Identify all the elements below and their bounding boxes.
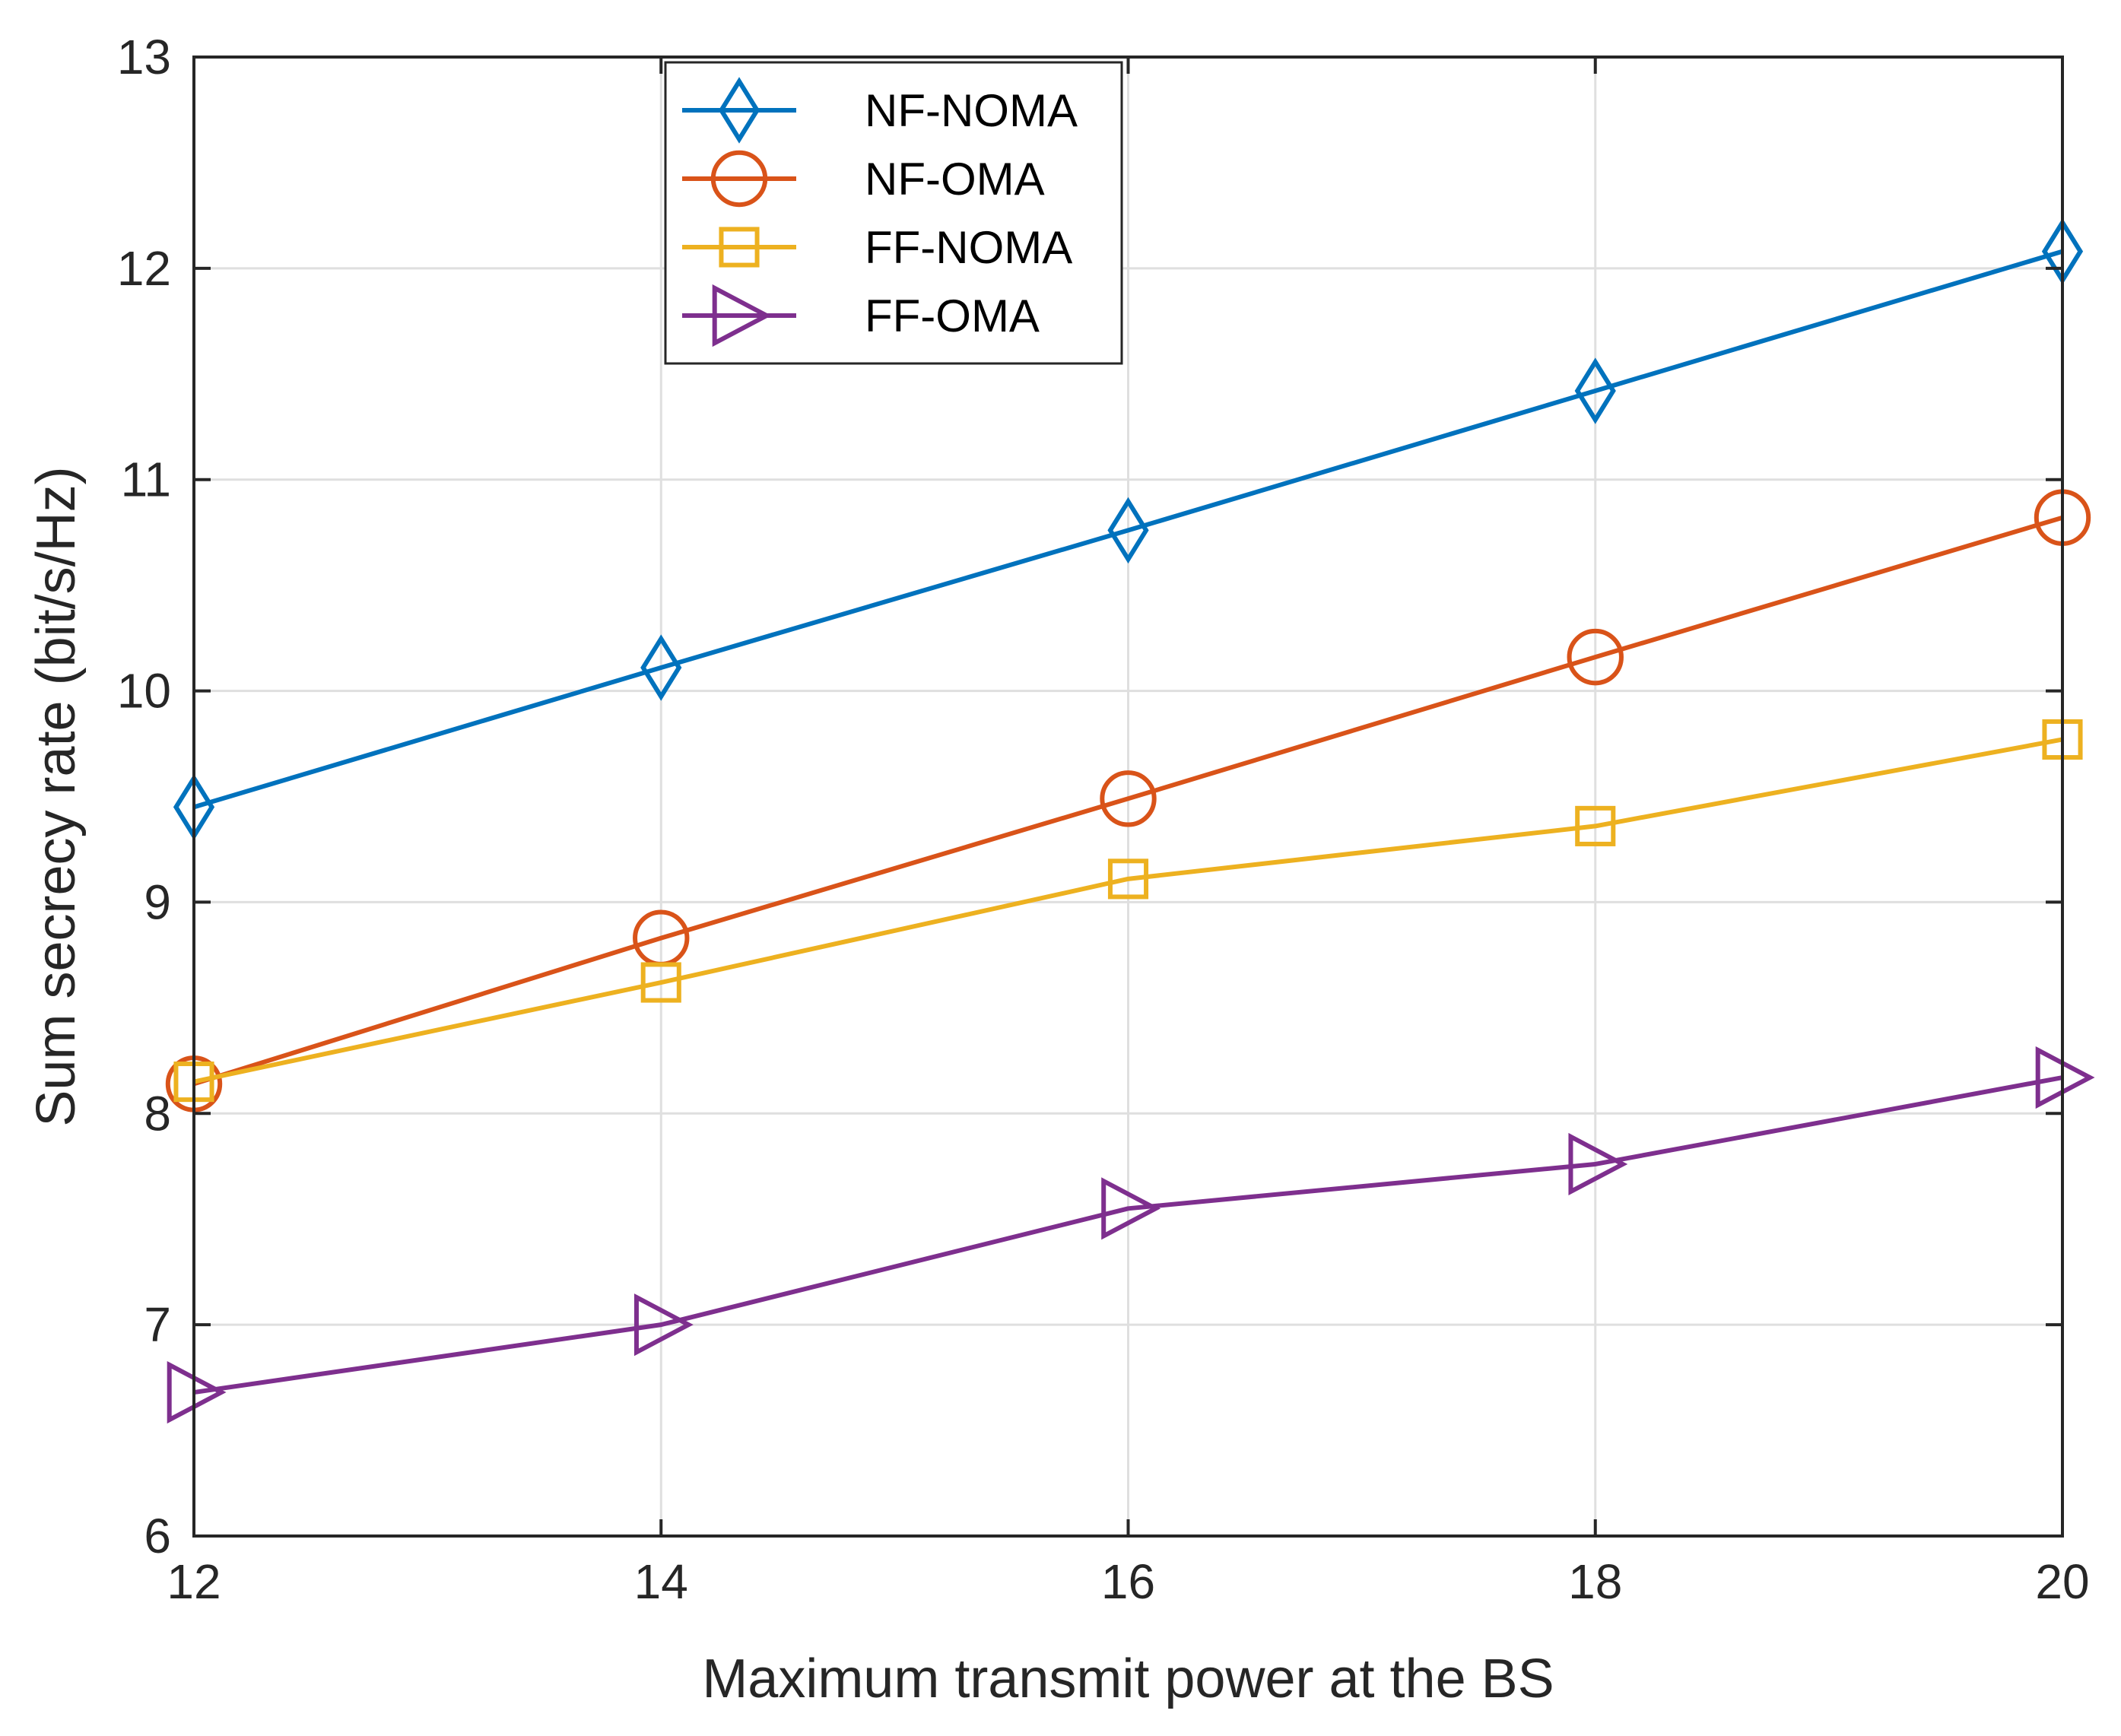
legend-item: FF-NOMA — [682, 222, 1072, 273]
series-line — [193, 515, 2063, 1087]
x-tick-label: 14 — [634, 1554, 688, 1609]
legend-label: NF-NOMA — [865, 85, 1078, 136]
x-tick-label: 12 — [167, 1554, 221, 1609]
x-tick-label: 20 — [2035, 1554, 2089, 1609]
legend-marker — [719, 227, 760, 268]
legend-marker — [712, 284, 772, 348]
legend-item: NF-NOMA — [682, 77, 1078, 144]
series-line — [193, 737, 2063, 1084]
axis-ticks: 12 14 16 18 20 6 7 8 9 10 11 12 13 — [117, 30, 2090, 1609]
data-point-diamond — [640, 634, 682, 701]
x-axis-label: Maximum transmit power at the BS — [702, 1649, 1554, 1709]
y-axis-label: Sum secrecy rate (bit/s/Hz) — [26, 466, 87, 1126]
series-line — [193, 1075, 2063, 1395]
data-point-triangle-right — [1568, 1132, 1628, 1196]
legend-marker — [718, 77, 760, 144]
legend-label: FF-OMA — [865, 290, 1040, 341]
data-point-circle — [1567, 628, 1624, 686]
y-tick-label: 6 — [144, 1509, 171, 1563]
legend: NF-NOMA NF-OMA FF-NOMA FF-OMA — [664, 61, 1123, 365]
data-point-diamond — [1574, 357, 1616, 424]
data-point-diamond — [1107, 497, 1149, 564]
y-tick-label: 7 — [144, 1297, 171, 1352]
legend-marker — [710, 150, 768, 208]
data-point-square — [1107, 858, 1149, 900]
x-tick-label: 16 — [1101, 1554, 1155, 1609]
data-point-square — [1575, 805, 1616, 846]
legend-item: FF-OMA — [682, 284, 1040, 348]
legend-item: NF-OMA — [682, 150, 1045, 208]
y-tick-label: 10 — [117, 664, 171, 719]
x-tick-label: 18 — [1568, 1554, 1622, 1609]
data-point-circle — [1100, 770, 1157, 827]
y-tick-label: 11 — [121, 452, 171, 507]
y-tick-label: 13 — [117, 30, 171, 84]
y-tick-label: 12 — [117, 241, 171, 296]
y-tick-label: 9 — [144, 874, 171, 929]
series-line — [193, 249, 2063, 810]
data-point-triangle-right — [633, 1293, 694, 1357]
data-point-triangle-right — [1101, 1177, 1161, 1240]
y-tick-label: 8 — [144, 1086, 171, 1141]
data-point-square — [640, 962, 681, 1003]
legend-label: FF-NOMA — [865, 222, 1072, 273]
legend-label: NF-OMA — [865, 154, 1045, 205]
